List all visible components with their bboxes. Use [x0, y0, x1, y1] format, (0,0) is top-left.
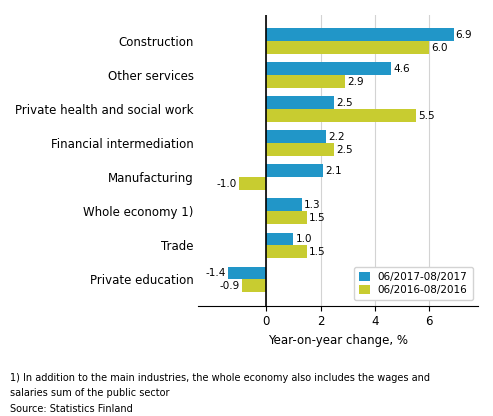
- Text: 4.6: 4.6: [393, 64, 410, 74]
- Bar: [266, 143, 334, 156]
- Text: 1.3: 1.3: [304, 200, 320, 210]
- Bar: [266, 130, 326, 143]
- Text: 2.1: 2.1: [325, 166, 342, 176]
- Text: 6.9: 6.9: [456, 30, 472, 40]
- Text: -1.4: -1.4: [206, 268, 226, 278]
- Bar: [266, 28, 454, 41]
- Text: -0.9: -0.9: [219, 281, 240, 291]
- Text: -1.0: -1.0: [216, 179, 237, 189]
- Bar: [266, 62, 391, 75]
- Bar: [242, 280, 266, 292]
- Bar: [266, 41, 429, 54]
- Bar: [266, 97, 334, 109]
- Text: 5.5: 5.5: [418, 111, 434, 121]
- Bar: [266, 233, 293, 245]
- Text: 2.5: 2.5: [336, 98, 353, 108]
- Text: 2.2: 2.2: [328, 132, 345, 142]
- Text: Source: Statistics Finland: Source: Statistics Finland: [10, 404, 133, 414]
- Text: 6.0: 6.0: [431, 42, 448, 52]
- Bar: [228, 267, 266, 280]
- Bar: [266, 211, 307, 224]
- X-axis label: Year-on-year change, %: Year-on-year change, %: [268, 334, 408, 347]
- Text: 1.5: 1.5: [309, 213, 326, 223]
- Bar: [266, 109, 416, 122]
- Bar: [266, 245, 307, 258]
- Text: 1.5: 1.5: [309, 247, 326, 257]
- Text: 1.0: 1.0: [296, 234, 312, 244]
- Legend: 06/2017-08/2017, 06/2016-08/2016: 06/2017-08/2017, 06/2016-08/2016: [354, 267, 473, 300]
- Text: 1) In addition to the main industries, the whole economy also includes the wages: 1) In addition to the main industries, t…: [10, 373, 430, 383]
- Bar: [266, 75, 345, 88]
- Text: 2.5: 2.5: [336, 145, 353, 155]
- Text: 2.9: 2.9: [347, 77, 364, 87]
- Text: salaries sum of the public sector: salaries sum of the public sector: [10, 388, 170, 398]
- Bar: [266, 164, 323, 177]
- Bar: [239, 177, 266, 190]
- Bar: [266, 198, 302, 211]
